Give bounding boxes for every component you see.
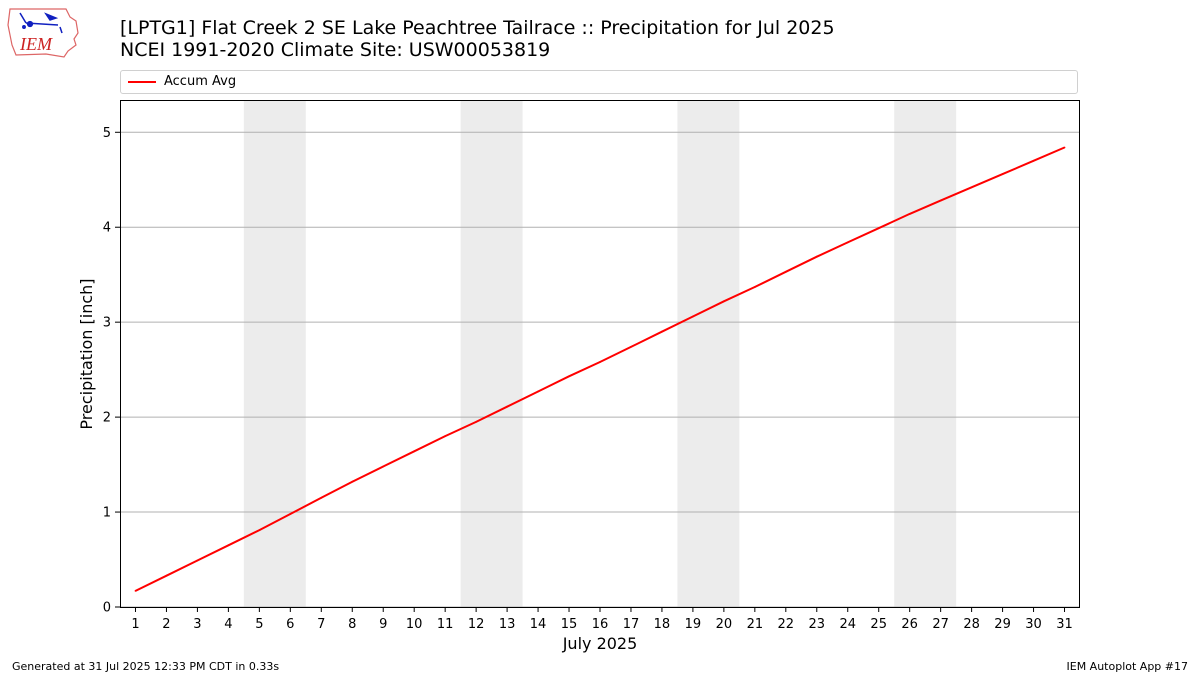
x-tick-label: 18 (654, 617, 671, 632)
y-tick-label: 4 (103, 221, 111, 236)
data-point (1032, 159, 1035, 162)
data-point (475, 420, 478, 423)
x-tick-label: 5 (255, 617, 263, 632)
data-point (413, 450, 416, 453)
data-point (908, 213, 911, 215)
weekend-band (460, 100, 523, 607)
x-tick-label: 24 (839, 617, 856, 632)
x-tick-label: 2 (162, 617, 170, 632)
x-tick-label: 20 (716, 617, 733, 632)
x-tick-label: 7 (317, 617, 325, 632)
data-point (227, 544, 230, 547)
x-tick-label: 22 (778, 617, 795, 632)
x-tick-label: 16 (592, 617, 609, 632)
x-tick-label: 19 (685, 617, 702, 632)
generated-timestamp: Generated at 31 Jul 2025 12:33 PM CDT in… (12, 660, 280, 673)
data-point (784, 270, 787, 273)
x-tick-label: 17 (623, 617, 640, 632)
data-point (568, 375, 570, 378)
data-point (320, 496, 323, 499)
x-tick-label: 26 (901, 617, 918, 632)
y-tick-label: 3 (103, 316, 111, 331)
x-tick-label: 13 (499, 617, 516, 632)
x-tick-label: 21 (747, 617, 764, 632)
data-point (1001, 173, 1004, 175)
y-tick-label: 0 (103, 601, 111, 616)
x-tick-label: 15 (561, 617, 578, 632)
data-point (382, 465, 385, 468)
data-point (444, 435, 447, 438)
data-point (753, 286, 756, 288)
legend: Accum Avg (120, 70, 1078, 94)
iem-logo: IEM (7, 8, 79, 58)
x-tick-label: 12 (468, 617, 485, 632)
x-tick-label: 3 (193, 617, 201, 632)
y-tick-label: 1 (103, 506, 111, 521)
logo-text: IEM (19, 34, 53, 54)
x-tick-label: 9 (379, 617, 387, 632)
app-credit: IEM Autoplot App #17 (1066, 660, 1189, 673)
data-point (970, 186, 973, 189)
legend-label-accum-avg: Accum Avg (164, 74, 237, 89)
data-point (815, 255, 818, 258)
legend-line-accum-avg (128, 81, 156, 83)
x-tick-label: 11 (437, 617, 454, 632)
chart-title: [LPTG1] Flat Creek 2 SE Lake Peachtree T… (120, 17, 835, 61)
data-point (165, 574, 168, 577)
data-point (289, 513, 292, 515)
x-tick-label: 14 (530, 617, 547, 632)
data-point (877, 227, 880, 230)
weekend-band (677, 100, 740, 607)
chart-title-line2: NCEI 1991-2020 Climate Site: USW00053819 (120, 39, 551, 61)
data-point (537, 390, 539, 393)
data-point (1063, 146, 1066, 149)
data-point (134, 589, 137, 592)
x-tick-label: 25 (870, 617, 887, 632)
data-point (939, 199, 942, 202)
weekend-band (894, 100, 957, 607)
x-tick-label: 30 (1025, 617, 1042, 632)
weather-station-icon (19, 12, 63, 34)
x-tick-label: 29 (994, 617, 1011, 632)
weekend-band (243, 100, 306, 607)
data-point (630, 345, 632, 348)
x-tick-label: 27 (932, 617, 949, 632)
x-tick-label: 8 (348, 617, 356, 632)
chart-title-line1: [LPTG1] Flat Creek 2 SE Lake Peachtree T… (120, 17, 835, 39)
data-point (258, 529, 261, 531)
data-point (846, 241, 849, 244)
x-tick-label: 6 (286, 617, 294, 632)
x-tick-label: 28 (963, 617, 980, 632)
x-tick-label: 31 (1056, 617, 1073, 632)
data-point (351, 480, 354, 483)
data-point (661, 330, 663, 333)
y-tick-label: 5 (103, 126, 111, 141)
data-point (506, 405, 508, 408)
data-point (599, 361, 601, 363)
y-axis-label: Precipitation [inch] (77, 278, 96, 429)
y-tick-label: 2 (103, 411, 111, 426)
data-point (722, 300, 725, 303)
x-axis-label: July 2025 (562, 634, 638, 653)
x-tick-label: 23 (809, 617, 826, 632)
data-point (692, 315, 694, 318)
x-tick-label: 10 (406, 617, 423, 632)
x-tick-label: 4 (224, 617, 232, 632)
data-point (196, 559, 199, 562)
x-tick-label: 1 (131, 617, 139, 632)
